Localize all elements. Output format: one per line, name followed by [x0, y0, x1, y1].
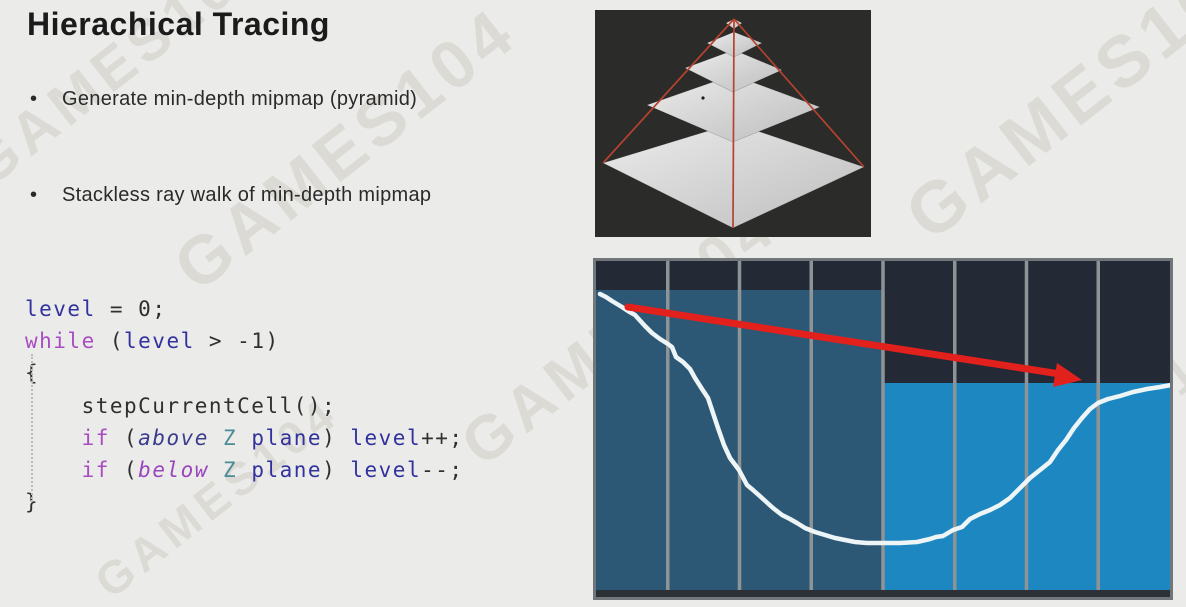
code-line: level = 0; — [25, 297, 167, 321]
code-line: if (below Z plane) level--; — [81, 458, 464, 483]
watermark-text: GAMES104 — [160, 0, 531, 306]
bullet-item-1: • Generate min-depth mipmap (pyramid) — [30, 88, 417, 111]
bullet-marker: • — [30, 184, 38, 206]
ray-walk-diagram-figure — [593, 258, 1173, 600]
code-line: } — [25, 490, 40, 515]
ray-walk-diagram-image — [596, 261, 1170, 597]
slide-title: Hierachical Tracing — [27, 6, 330, 42]
code-block: level = 0; while (level > -1) { stepCurren… — [25, 293, 464, 518]
code-line: { — [25, 361, 40, 386]
code-line: stepCurrentCell(); — [25, 393, 337, 418]
mipmap-pyramid-image — [595, 10, 871, 237]
mipmap-pyramid-figure — [595, 10, 871, 237]
bullet-item-2: • Stackless ray walk of min-depth mipmap — [30, 184, 431, 207]
bullet-text: Stackless ray walk of min-depth mipmap — [62, 184, 432, 206]
bullet-marker: • — [30, 88, 38, 110]
bullet-text: Generate min-depth mipmap (pyramid) — [62, 88, 418, 110]
watermark-text: GAMES104 — [891, 0, 1186, 256]
code-line: if (above Z plane) level++; — [81, 425, 464, 450]
indent-guide-line — [31, 354, 33, 502]
code-line: while (level > -1) — [25, 329, 280, 354]
